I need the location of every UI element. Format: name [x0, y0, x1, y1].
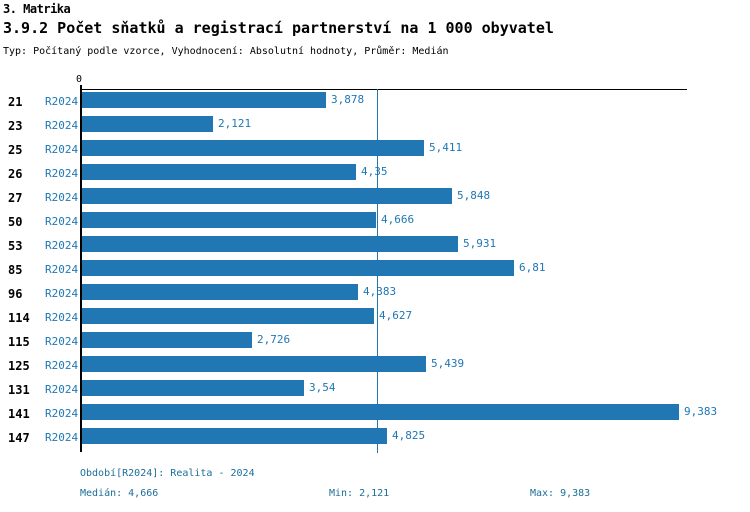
category-label: 147: [8, 431, 30, 445]
bar: [82, 116, 213, 132]
value-label: 5,411: [429, 141, 463, 154]
footer-min: Min: 2,121: [329, 488, 390, 499]
category-label: 131: [8, 383, 30, 397]
chart-subtitle: Typ: Počítaný podle vzorce, Vyhodnocení:…: [3, 46, 449, 57]
bar-row: 141 R2024 9,383: [0, 402, 750, 426]
category-label: 53: [8, 239, 23, 253]
bar-row: 27 R2024 5,848: [0, 186, 750, 210]
series-label: R2024: [45, 191, 79, 204]
footer-max: Max: 9,383: [530, 488, 591, 499]
category-label: 23: [8, 119, 23, 133]
category-label: 27: [8, 191, 23, 205]
series-label: R2024: [45, 167, 79, 180]
bar-row: 53 R2024 5,931: [0, 234, 750, 258]
category-label: 25: [8, 143, 23, 157]
value-label: 4,383: [363, 285, 397, 298]
series-label: R2024: [45, 407, 79, 420]
bar-row: 85 R2024 6,81: [0, 258, 750, 282]
value-label: 5,439: [431, 357, 465, 370]
series-label: R2024: [45, 239, 79, 252]
series-label: R2024: [45, 431, 79, 444]
value-label: 5,931: [463, 237, 497, 250]
series-label: R2024: [45, 335, 79, 348]
series-label: R2024: [45, 383, 79, 396]
series-label: R2024: [45, 95, 79, 108]
chart-title: 3.9.2 Počet sňatků a registrací partners…: [3, 19, 554, 37]
category-label: 26: [8, 167, 23, 181]
category-label: 21: [8, 95, 23, 109]
footer-median: Medián: 4,666: [80, 488, 159, 499]
x-axis-origin-label: 0: [76, 74, 83, 85]
value-label: 2,121: [218, 117, 252, 130]
bar-row: 96 R2024 4,383: [0, 282, 750, 306]
bar-row: 50 R2024 4,666: [0, 210, 750, 234]
bar: [82, 332, 252, 348]
bar-row: 23 R2024 2,121: [0, 114, 750, 138]
value-label: 6,81: [519, 261, 546, 274]
bar-row: 21 R2024 3,878: [0, 90, 750, 114]
bar: [82, 164, 356, 180]
series-label: R2024: [45, 215, 79, 228]
value-label: 5,848: [457, 189, 491, 202]
value-label: 4,666: [381, 213, 415, 226]
category-label: 141: [8, 407, 30, 421]
value-label: 4,825: [392, 429, 426, 442]
series-label: R2024: [45, 119, 79, 132]
bar: [82, 380, 304, 396]
section-title: 3. Matrika: [3, 2, 71, 16]
series-label: R2024: [45, 311, 79, 324]
bar: [82, 284, 358, 300]
bar-row: 26 R2024 4,35: [0, 162, 750, 186]
value-label: 2,726: [257, 333, 291, 346]
category-label: 50: [8, 215, 23, 229]
bar: [82, 404, 679, 420]
value-label: 4,627: [379, 309, 413, 322]
bar: [82, 188, 452, 204]
value-label: 3,878: [331, 93, 365, 106]
bar: [82, 92, 326, 108]
bar: [82, 212, 376, 228]
bar: [82, 428, 387, 444]
value-label: 4,35: [361, 165, 388, 178]
series-label: R2024: [45, 359, 79, 372]
series-label: R2024: [45, 143, 79, 156]
x-axis-line: [80, 89, 687, 90]
footer-period: Období[R2024]: Realita - 2024: [80, 468, 255, 479]
bar: [82, 356, 426, 372]
bar-row: 147 R2024 4,825: [0, 426, 750, 450]
bar-row: 25 R2024 5,411: [0, 138, 750, 162]
bar-row: 125 R2024 5,439: [0, 354, 750, 378]
bar: [82, 236, 458, 252]
category-label: 114: [8, 311, 30, 325]
y-axis-line: [80, 85, 82, 452]
bar-row: 114 R2024 4,627: [0, 306, 750, 330]
category-label: 115: [8, 335, 30, 349]
value-label: 9,383: [684, 405, 718, 418]
bar-row: 131 R2024 3,54: [0, 378, 750, 402]
bar: [82, 140, 424, 156]
category-label: 96: [8, 287, 23, 301]
series-label: R2024: [45, 263, 79, 276]
value-label: 3,54: [309, 381, 336, 394]
bar: [82, 260, 514, 276]
category-label: 125: [8, 359, 30, 373]
bar-row: 115 R2024 2,726: [0, 330, 750, 354]
series-label: R2024: [45, 287, 79, 300]
bar: [82, 308, 374, 324]
category-label: 85: [8, 263, 23, 277]
